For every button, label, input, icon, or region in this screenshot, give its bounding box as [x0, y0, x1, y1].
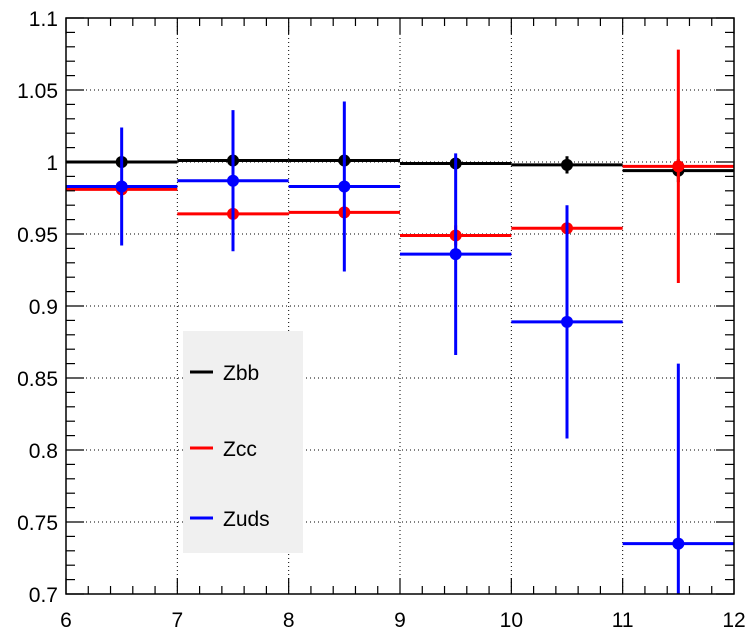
data-point [561, 315, 573, 328]
legend-box [183, 331, 303, 553]
x-tick-label: 11 [612, 609, 634, 632]
x-tick-label: 6 [60, 609, 72, 632]
x-tick-label: 12 [722, 609, 745, 632]
x-tick-label: 8 [283, 609, 295, 632]
legend-label-zcc: Zcc [223, 438, 257, 461]
legend-label-zuds: Zuds [223, 508, 270, 531]
y-tick-label: 0.8 [29, 440, 58, 463]
y-tick-label: 1 [46, 152, 58, 175]
y-tick-label: 0.9 [29, 296, 58, 319]
data-point [672, 160, 685, 173]
data-point [561, 158, 573, 171]
data-point [338, 180, 351, 193]
series-zuds [66, 101, 734, 594]
legend: Zbb Zcc Zuds [183, 331, 303, 553]
x-tick-label: 7 [171, 609, 183, 632]
x-tick-label: 10 [500, 609, 523, 632]
y-tick-label: 0.95 [17, 224, 58, 247]
y-tick-label: 1.05 [17, 80, 58, 103]
data-point [449, 248, 462, 261]
axes: 6 7 8 9 10 11 12 0.7 0.75 0.8 0.85 0.9 0.95 1 1.05 1.1 [17, 8, 746, 632]
grid [66, 18, 734, 594]
y-tick-label: 0.7 [29, 584, 58, 607]
data-point [672, 537, 685, 550]
data-series [66, 49, 734, 594]
x-tick-label: 9 [394, 609, 406, 632]
data-point [115, 180, 128, 193]
y-tick-label: 0.85 [17, 368, 58, 391]
legend-label-zbb: Zbb [223, 362, 259, 385]
data-point [227, 174, 239, 187]
y-tick-label: 1.1 [29, 8, 58, 31]
y-tick-label: 0.75 [17, 512, 58, 535]
